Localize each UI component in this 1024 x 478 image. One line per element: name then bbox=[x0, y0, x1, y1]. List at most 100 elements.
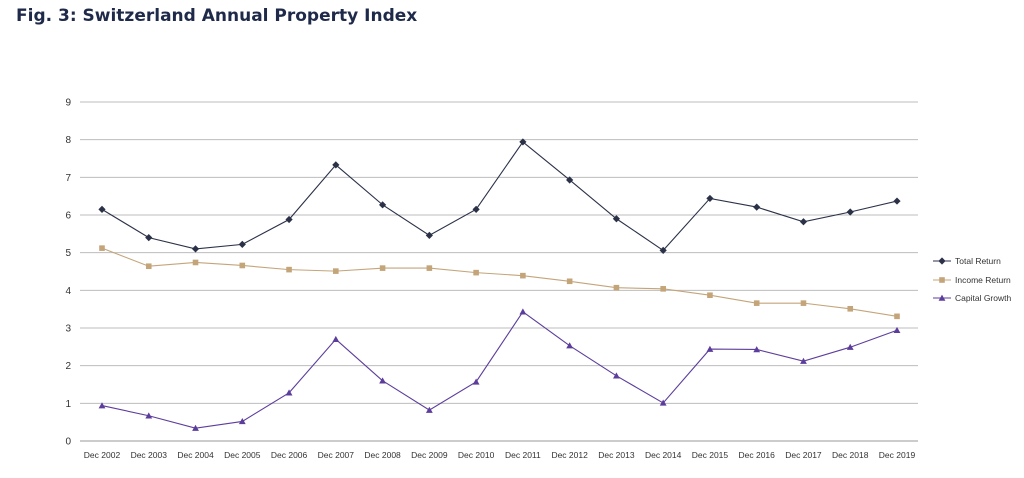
capital-growth-point bbox=[238, 418, 246, 425]
x-tick-label: Dec 2002 bbox=[84, 450, 121, 460]
total-return-point bbox=[472, 205, 480, 213]
legend-label: Income Return bbox=[955, 275, 1011, 285]
income-return-point bbox=[286, 266, 292, 273]
income-return-point bbox=[473, 269, 479, 276]
y-tick-label: 6 bbox=[65, 211, 71, 222]
y-tick-label: 3 bbox=[65, 324, 71, 335]
x-tick-label: Dec 2013 bbox=[598, 450, 635, 460]
total-return-point bbox=[799, 218, 808, 226]
x-axis-tick-labels: Dec 2002 Dec 2003 Dec 2004 Dec 2005 Dec 2006… bbox=[84, 450, 916, 460]
legend-item-income-return: Income Return bbox=[933, 275, 1011, 285]
series-total-return bbox=[98, 138, 901, 255]
capital-growth-point bbox=[425, 406, 433, 413]
y-tick-label: 1 bbox=[65, 399, 71, 410]
page-title: Fig. 3: Switzerland Annual Property Inde… bbox=[16, 6, 418, 26]
y-tick-label: 0 bbox=[65, 437, 71, 448]
total-return-point bbox=[332, 161, 340, 169]
income-return-point bbox=[426, 265, 433, 271]
income-return-point bbox=[99, 245, 105, 251]
legend-label: Total Return bbox=[955, 256, 1001, 266]
income-return-point bbox=[613, 284, 620, 291]
total-return-point bbox=[425, 231, 433, 239]
y-tick-label: 4 bbox=[65, 286, 71, 297]
y-tick-label: 2 bbox=[65, 361, 71, 372]
income-return-point bbox=[753, 300, 760, 306]
x-tick-label: Dec 2011 bbox=[505, 450, 541, 460]
capital-growth-point bbox=[192, 424, 199, 431]
capital-growth-point bbox=[98, 402, 106, 409]
series-capital-growth bbox=[98, 308, 901, 431]
capital-growth-point bbox=[753, 346, 761, 353]
income-return-point bbox=[333, 268, 339, 274]
y-axis-tick-labels: 0 1 2 3 4 5 6 7 8 9 bbox=[65, 98, 71, 448]
y-tick-label: 5 bbox=[65, 248, 71, 259]
income-return-point bbox=[239, 262, 246, 269]
y-tick-label: 7 bbox=[65, 173, 71, 184]
legend: Total Return Income Return Capital Growth bbox=[933, 256, 1011, 303]
x-tick-label: Dec 2019 bbox=[879, 450, 916, 460]
income-return-point bbox=[800, 300, 807, 306]
x-tick-label: Dec 2005 bbox=[224, 450, 261, 460]
income-return-point bbox=[847, 305, 854, 312]
capital-growth-point bbox=[800, 357, 807, 364]
total-return-point bbox=[566, 176, 574, 184]
x-tick-label: Dec 2004 bbox=[177, 450, 214, 460]
y-tick-label: 8 bbox=[65, 135, 71, 146]
income-return-point bbox=[707, 292, 713, 299]
total-return-point bbox=[612, 215, 621, 223]
income-return-point bbox=[566, 278, 573, 285]
x-tick-label: Dec 2017 bbox=[785, 450, 822, 460]
income-return-point bbox=[379, 265, 386, 271]
income-return-point bbox=[192, 259, 199, 266]
total-return-point bbox=[519, 138, 527, 146]
capital-growth-point bbox=[659, 399, 667, 406]
x-tick-label: Dec 2003 bbox=[131, 450, 168, 460]
legend-swatch-marker bbox=[938, 294, 946, 301]
capital-growth-point bbox=[566, 342, 574, 349]
total-return-point bbox=[846, 208, 854, 216]
legend-swatch-marker bbox=[938, 257, 946, 265]
capital-growth-point bbox=[613, 372, 620, 379]
income-return-point bbox=[894, 313, 900, 320]
total-return-point bbox=[378, 201, 387, 209]
y-tick-label: 9 bbox=[65, 98, 71, 109]
capital-growth-point bbox=[285, 389, 293, 396]
capital-growth-point bbox=[519, 308, 527, 315]
legend-item-total-return: Total Return bbox=[933, 256, 1001, 266]
total-return-point bbox=[753, 203, 761, 211]
income-return-line bbox=[101, 247, 898, 317]
capital-growth-line bbox=[101, 311, 898, 429]
x-tick-label: Dec 2012 bbox=[551, 450, 588, 460]
x-tick-label: Dec 2007 bbox=[318, 450, 355, 460]
total-return-point bbox=[285, 215, 293, 224]
capital-growth-point bbox=[472, 378, 480, 385]
series-income-return bbox=[99, 245, 900, 320]
income-return-point bbox=[145, 263, 152, 270]
x-tick-label: Dec 2008 bbox=[364, 450, 401, 460]
legend-label: Capital Growth bbox=[955, 293, 1011, 303]
capital-growth-point bbox=[846, 343, 854, 350]
total-return-point bbox=[706, 194, 714, 203]
total-return-point bbox=[659, 246, 667, 255]
capital-growth-point bbox=[379, 377, 386, 384]
income-return-point bbox=[660, 286, 666, 292]
x-tick-label: Dec 2010 bbox=[458, 450, 495, 460]
total-return-point bbox=[98, 205, 106, 213]
total-return-line bbox=[101, 141, 898, 252]
total-return-point bbox=[238, 240, 246, 248]
x-tick-label: Dec 2015 bbox=[692, 450, 729, 460]
income-return-point bbox=[520, 272, 526, 279]
x-tick-label: Dec 2006 bbox=[271, 450, 308, 460]
total-return-point bbox=[191, 245, 200, 253]
x-tick-label: Dec 2009 bbox=[411, 450, 448, 460]
x-tick-label: Dec 2018 bbox=[832, 450, 869, 460]
grid-lines bbox=[80, 101, 918, 442]
x-tick-label: Dec 2016 bbox=[739, 450, 776, 460]
series-group bbox=[98, 138, 901, 431]
legend-item-capital-growth: Capital Growth bbox=[933, 293, 1011, 303]
capital-growth-point bbox=[332, 335, 340, 343]
total-return-point bbox=[893, 197, 901, 205]
capital-growth-point bbox=[893, 326, 901, 333]
capital-growth-point bbox=[145, 412, 153, 419]
